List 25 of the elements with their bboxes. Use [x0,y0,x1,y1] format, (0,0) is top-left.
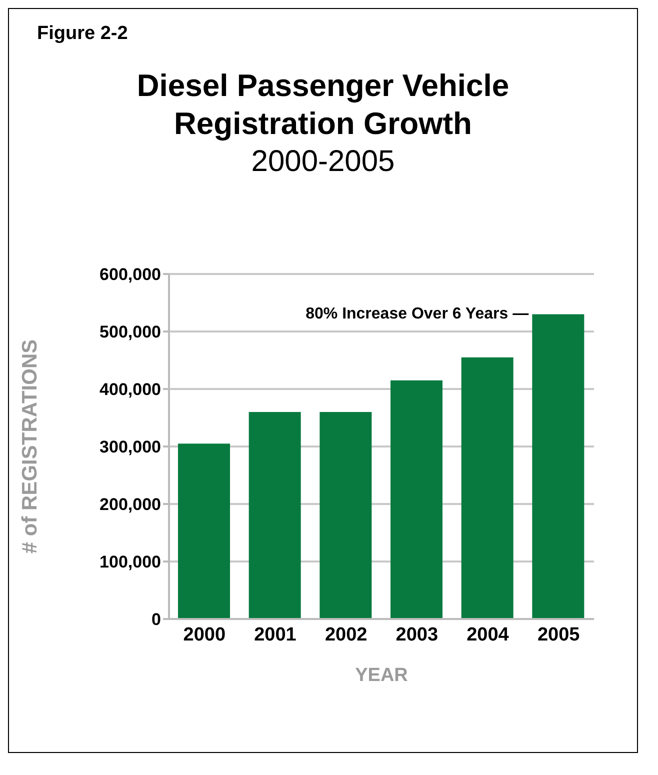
bar [248,412,301,619]
y-tick-label: 300,000 [100,438,161,457]
y-tick-label: 400,000 [100,380,161,400]
bar [320,412,372,619]
chart-subtitle: 2000-2005 [250,145,396,179]
x-tick-label: 2005 [537,624,580,646]
chart-title: Diesel Passenger Vehicle Registration Growth [136,67,510,143]
y-tick-label: 600,000 [100,265,161,284]
y-tick-label: 100,000 [100,552,161,572]
bar [461,357,514,619]
caption: Figure 2-2 [37,23,128,45]
bar [532,314,584,619]
y-tick-label: 500,000 [100,322,161,342]
x-tick-label: 2003 [396,624,438,646]
x-tick-label: 2000 [183,624,226,646]
bar [178,444,230,619]
y-tick-label: 0 [152,610,161,630]
x-axis-title: YEAR [355,665,408,686]
x-tick-label: 2002 [324,624,368,646]
annotation: 80% Increase Over 6 Years — [306,305,529,322]
x-tick-label: 2004 [466,624,510,646]
y-tick-label: 200,000 [100,495,161,514]
bar [390,380,442,619]
x-tick-label: 2001 [254,624,297,646]
y-axis-title: # of REGISTRATIONS [18,339,42,554]
